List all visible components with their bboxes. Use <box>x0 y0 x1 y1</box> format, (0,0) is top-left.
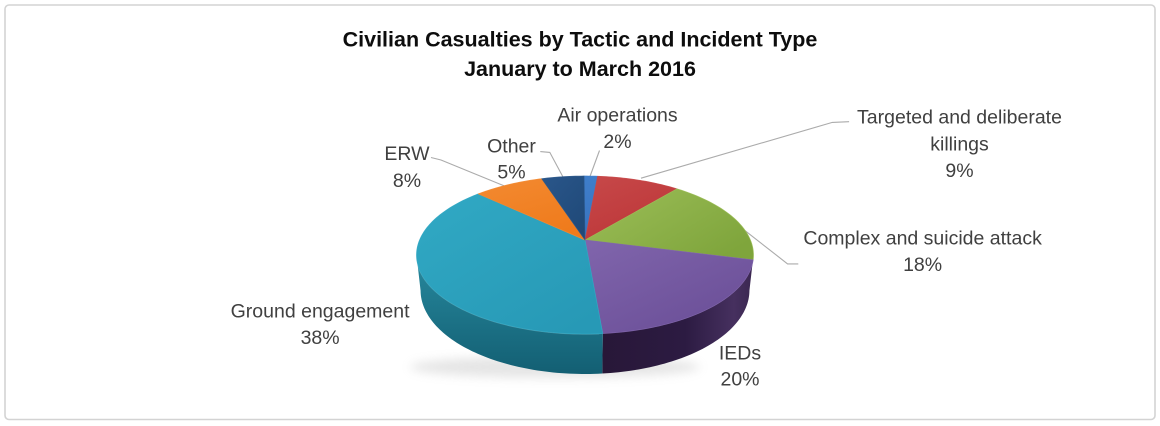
svg-text:9%: 9% <box>945 160 973 182</box>
svg-text:Targeted and deliberate: Targeted and deliberate <box>857 107 1062 129</box>
svg-text:5%: 5% <box>497 162 525 184</box>
svg-text:January to March 2016: January to March 2016 <box>464 57 696 81</box>
svg-text:Air operations: Air operations <box>557 105 678 127</box>
svg-text:ERW: ERW <box>384 143 430 165</box>
svg-text:38%: 38% <box>301 327 340 349</box>
svg-text:8%: 8% <box>393 170 421 192</box>
svg-text:Ground engagement: Ground engagement <box>231 300 410 322</box>
svg-text:IEDs: IEDs <box>719 343 762 365</box>
svg-text:20%: 20% <box>720 369 759 391</box>
svg-text:Complex and suicide attack: Complex and suicide attack <box>803 228 1042 250</box>
svg-text:2%: 2% <box>603 131 631 153</box>
svg-text:Civilian Casualties by Tactic: Civilian Casualties by Tactic and Incide… <box>343 28 818 52</box>
svg-text:Other: Other <box>487 136 536 158</box>
svg-text:18%: 18% <box>903 254 942 276</box>
svg-text:killings: killings <box>930 134 989 156</box>
